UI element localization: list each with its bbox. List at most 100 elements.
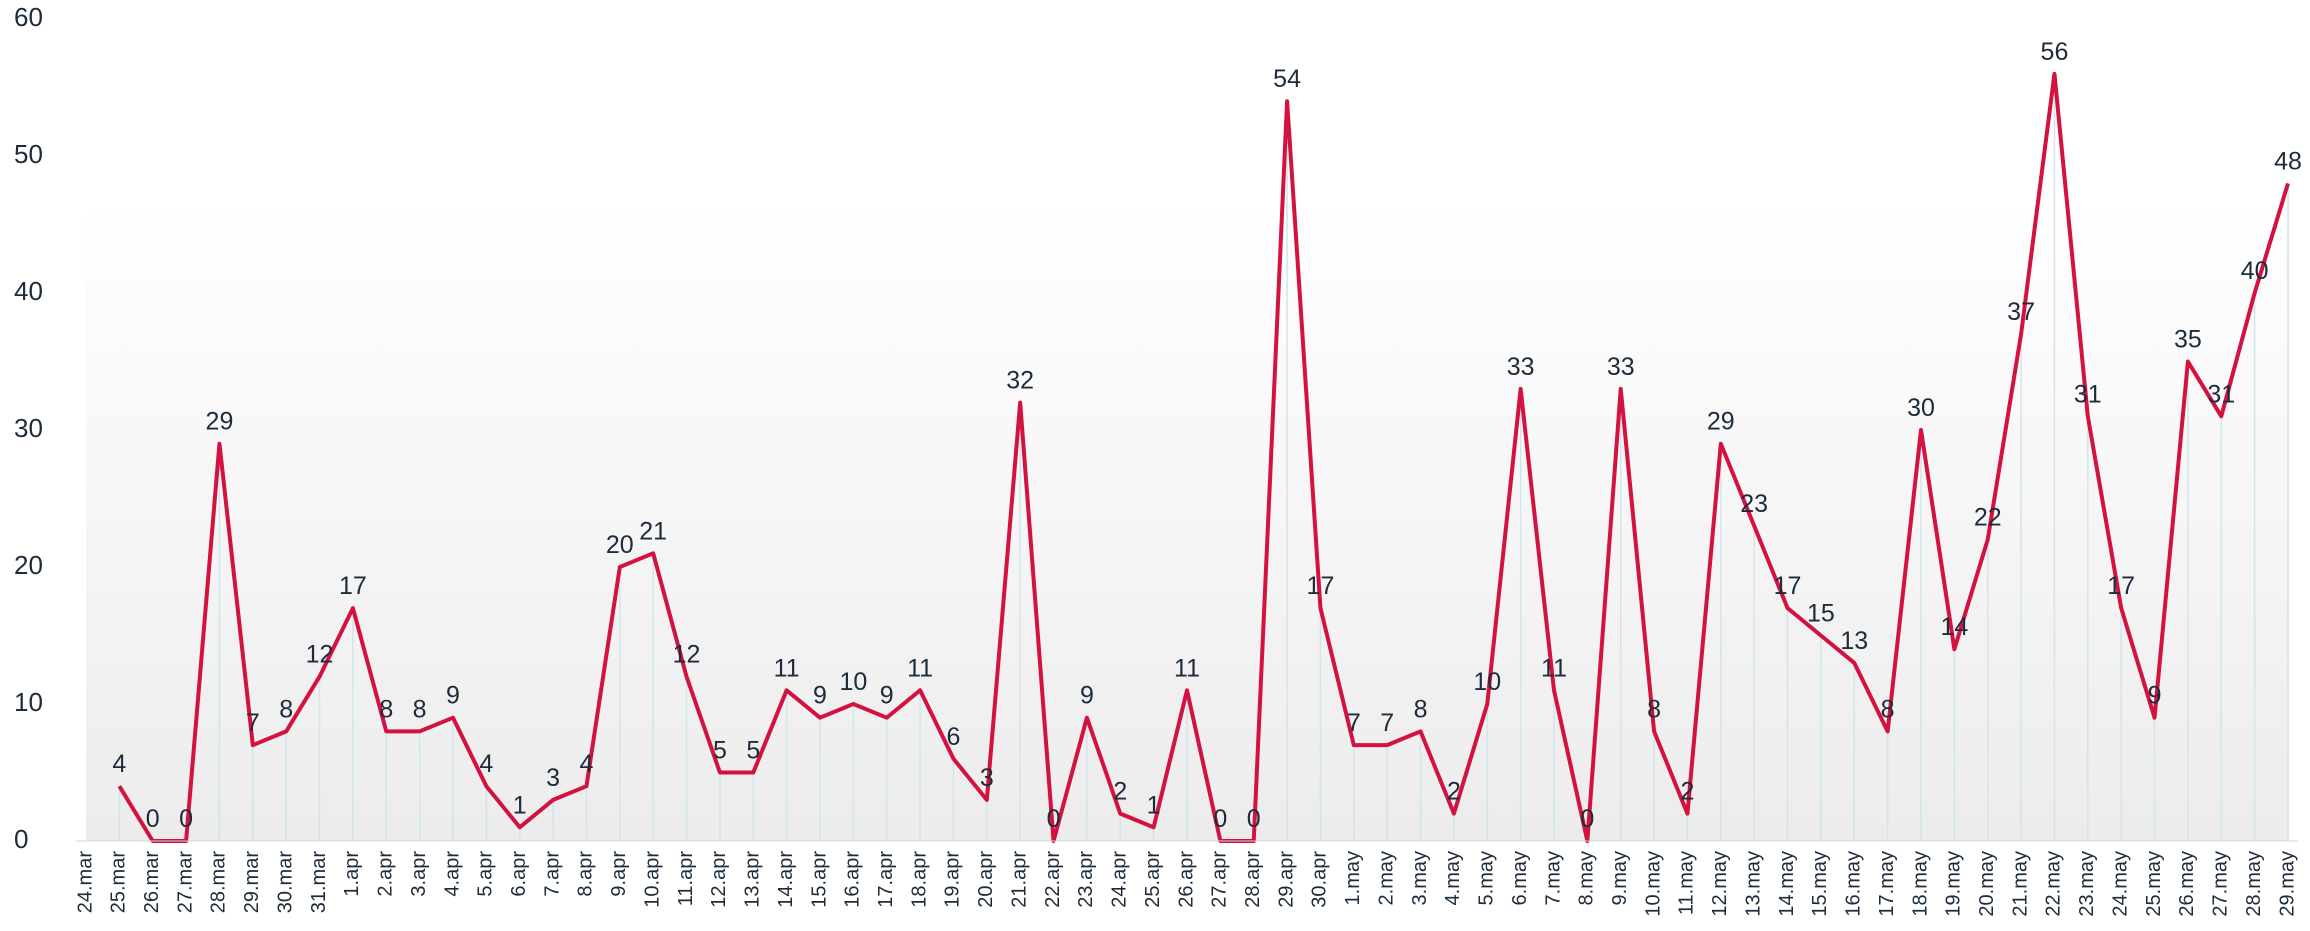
data-label: 33	[1607, 353, 1635, 381]
data-label: 0	[1580, 805, 1594, 833]
data-label: 35	[2174, 326, 2202, 354]
data-label: 7	[1347, 709, 1361, 737]
x-tick-label: 4.apr	[441, 851, 463, 897]
data-label: 3	[546, 764, 560, 792]
x-tick-label: 17.apr	[875, 851, 897, 908]
data-label: 21	[639, 517, 667, 545]
x-tick-label: 7.apr	[541, 851, 563, 897]
data-label: 8	[1414, 695, 1428, 723]
data-label: 4	[112, 750, 126, 778]
x-tick-label: 30.apr	[1309, 851, 1331, 908]
x-tick-label: 16.may	[1843, 851, 1865, 917]
x-tick-label: 26.mar	[141, 851, 163, 914]
data-label: 8	[379, 695, 393, 723]
x-tick-label: 28.apr	[1242, 851, 1264, 908]
data-label: 10	[839, 668, 867, 696]
data-label: 54	[1273, 65, 1301, 93]
data-label: 17	[339, 572, 367, 600]
data-label: 11	[774, 654, 800, 682]
y-tick-label: 40	[14, 276, 43, 306]
data-label: 12	[673, 641, 701, 669]
data-label: 8	[1881, 695, 1895, 723]
x-tick-label: 5.apr	[475, 851, 497, 897]
data-label: 0	[1213, 805, 1227, 833]
data-label: 2	[1447, 778, 1461, 806]
x-tick-label: 28.may	[2243, 851, 2265, 917]
x-tick-label: 24.apr	[1109, 851, 1131, 908]
x-tick-label: 3.apr	[408, 851, 430, 897]
data-label: 1	[513, 791, 527, 819]
y-tick-label: 0	[14, 824, 28, 854]
x-tick-label: 3.may	[1409, 851, 1431, 905]
data-label: 20	[606, 531, 634, 559]
data-label: 0	[1047, 805, 1061, 833]
x-tick-label: 24.mar	[74, 851, 96, 914]
x-tick-label: 1.may	[1342, 851, 1364, 905]
data-label: 8	[279, 695, 293, 723]
x-tick-label: 29.apr	[1275, 851, 1297, 908]
x-tick-label: 27.apr	[1209, 851, 1231, 908]
data-label: 5	[713, 737, 727, 765]
x-tick-label: 18.apr	[908, 851, 930, 908]
data-label: 37	[2007, 298, 2035, 326]
data-label: 7	[246, 709, 260, 737]
data-label: 17	[1307, 572, 1335, 600]
x-tick-label: 20.apr	[975, 851, 997, 908]
x-tick-label: 9.may	[1609, 851, 1631, 905]
x-tick-label: 16.apr	[842, 851, 864, 908]
x-tick-label: 29.may	[2276, 851, 2298, 917]
x-tick-label: 20.may	[1976, 851, 1998, 917]
y-tick-label: 20	[14, 550, 43, 580]
data-label: 33	[1507, 353, 1535, 381]
data-label: 4	[580, 750, 594, 778]
y-tick-label: 10	[14, 687, 43, 717]
x-tick-label: 25.apr	[1142, 851, 1164, 908]
data-label: 12	[306, 641, 334, 669]
x-tick-label: 7.may	[1542, 851, 1564, 905]
data-label: 9	[880, 682, 894, 710]
x-tick-label: 25.may	[2143, 851, 2165, 917]
x-tick-label: 6.apr	[508, 851, 530, 897]
y-tick-label: 30	[14, 413, 43, 443]
data-label: 2	[1681, 778, 1695, 806]
data-label: 0	[179, 805, 193, 833]
data-label: 1	[1147, 791, 1161, 819]
x-tick-label: 25.mar	[108, 851, 130, 914]
data-label: 5	[746, 737, 760, 765]
data-label: 14	[1940, 613, 1968, 641]
x-tick-label: 31.mar	[308, 851, 330, 914]
x-tick-label: 15.may	[1809, 851, 1831, 917]
data-label: 4	[479, 750, 493, 778]
x-tick-label: 13.may	[1742, 851, 1764, 917]
x-tick-label: 8.apr	[575, 851, 597, 897]
data-label: 8	[1647, 695, 1661, 723]
x-tick-label: 6.may	[1509, 851, 1531, 905]
data-label: 40	[2241, 257, 2269, 285]
data-label: 11	[1174, 654, 1200, 682]
x-tick-label: 11.may	[1676, 851, 1698, 915]
data-label: 48	[2274, 147, 2302, 175]
x-tick-label: 1.apr	[341, 851, 363, 897]
x-tick-label: 2.may	[1375, 851, 1397, 905]
data-label: 9	[813, 682, 827, 710]
x-tick-label: 21.apr	[1008, 851, 1030, 908]
x-tick-label: 22.apr	[1042, 851, 1064, 908]
y-tick-label: 60	[14, 2, 43, 32]
x-tick-label: 22.may	[2043, 851, 2065, 917]
x-tick-label: 8.may	[1576, 851, 1598, 905]
x-tick-label: 10.apr	[641, 851, 663, 908]
data-label: 9	[446, 682, 460, 710]
data-label: 8	[413, 695, 427, 723]
data-label: 9	[2148, 682, 2162, 710]
x-tick-label: 15.apr	[808, 851, 830, 908]
x-tick-label: 4.may	[1442, 851, 1464, 905]
x-tick-label: 2.apr	[375, 851, 397, 897]
data-label: 0	[146, 805, 160, 833]
x-tick-label: 23.apr	[1075, 851, 1097, 908]
x-tick-label: 24.may	[2109, 851, 2131, 917]
x-tick-label: 11.apr	[675, 851, 697, 907]
x-tick-label: 12.may	[1709, 851, 1731, 917]
x-tick-label: 5.may	[1476, 851, 1498, 905]
